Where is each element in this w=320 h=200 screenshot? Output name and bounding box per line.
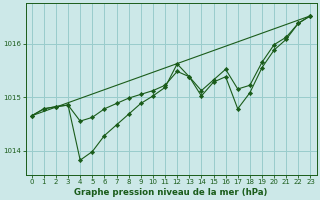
- X-axis label: Graphe pression niveau de la mer (hPa): Graphe pression niveau de la mer (hPa): [74, 188, 268, 197]
